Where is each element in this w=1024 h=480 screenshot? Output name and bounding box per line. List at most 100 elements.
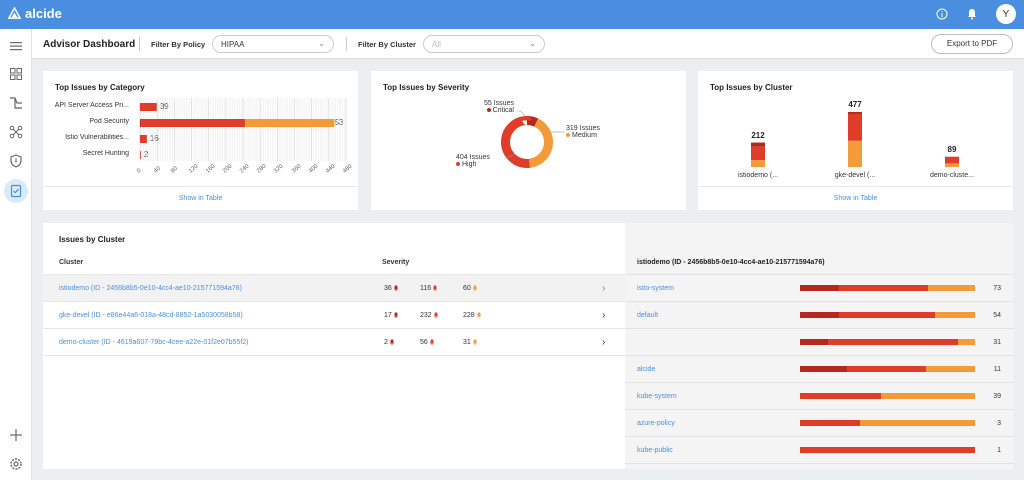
critical-count-cell: 2 xyxy=(384,339,395,346)
cluster-bar-segment[interactable] xyxy=(848,140,862,167)
export-pdf-button[interactable]: Export to PDF xyxy=(931,34,1013,54)
namespace-row[interactable]: 31 xyxy=(625,329,1013,356)
card-title: Issues by Cluster xyxy=(59,235,126,244)
chevron-right-icon[interactable]: › xyxy=(602,310,606,321)
severity-donut-chart xyxy=(501,110,565,168)
critical-count-cell: 36 xyxy=(384,285,399,292)
namespace-link[interactable]: istio-system xyxy=(637,285,674,292)
critical-bar-segment xyxy=(800,366,848,372)
namespace-row[interactable]: kube-public 1 xyxy=(625,437,1013,464)
namespace-link[interactable]: alcide xyxy=(637,366,656,373)
cluster-total-label: 212 xyxy=(751,130,765,140)
cluster-table-row[interactable]: gke-devel (ID - e86e44a6-018a-48cd-8852-… xyxy=(43,302,625,329)
cluster-bar-segment[interactable] xyxy=(945,156,959,164)
medium-count: 228 xyxy=(463,312,475,319)
menu-icon[interactable] xyxy=(9,39,23,53)
severity-column-header: Severity xyxy=(382,259,410,266)
category-total-label: 16 xyxy=(149,134,159,143)
cluster-name-label: istiodemo (... xyxy=(737,172,779,179)
show-in-table-link[interactable]: Show in Table xyxy=(833,195,878,202)
namespace-row[interactable]: azure-policy 3 xyxy=(625,410,1013,437)
high-name: High xyxy=(462,161,477,168)
medium-bar-segment xyxy=(957,339,975,345)
card-title: Top Issues by Severity xyxy=(383,83,470,92)
cluster-filter-select[interactable]: All ⌄ xyxy=(423,35,545,53)
policy-filter-value: HIPAA xyxy=(221,40,245,49)
cluster-link[interactable]: istiodemo (ID - 2456b8b5-0e10-4cc4-ae10-… xyxy=(59,285,242,292)
category-bar-segment[interactable] xyxy=(140,151,141,159)
bell-icon xyxy=(471,339,478,346)
cluster-name-label: gke-devel (... xyxy=(834,172,876,179)
severity-bar xyxy=(800,312,975,318)
medium-count-cell: 31 xyxy=(463,339,478,346)
issue-count: 3 xyxy=(997,420,1001,427)
category-bar-segment[interactable] xyxy=(140,135,147,143)
category-chart xyxy=(139,98,347,161)
issue-count: 39 xyxy=(993,393,1001,400)
namespace-link[interactable]: azure-policy xyxy=(637,420,675,427)
cluster-table-row[interactable]: istiodemo (ID - 2456b8b5-0e10-4cc4-ae10-… xyxy=(43,275,625,302)
cluster-bar-segment[interactable] xyxy=(848,112,862,114)
medium-dot xyxy=(566,133,570,138)
shield-icon[interactable] xyxy=(9,154,23,168)
cluster-bar-segment[interactable] xyxy=(751,160,765,167)
cluster-bar-segment[interactable] xyxy=(751,146,765,161)
high-count: 404 Issues xyxy=(456,154,490,161)
header-divider xyxy=(346,37,347,51)
namespace-row[interactable]: kube-system 39 xyxy=(625,383,1013,410)
info-icon[interactable] xyxy=(936,8,948,20)
donut-slice[interactable] xyxy=(501,116,553,168)
severity-bar xyxy=(800,420,975,426)
bell-icon[interactable] xyxy=(966,8,978,20)
critical-count: 55 Issues xyxy=(484,100,514,107)
severity-card: Top Issues by Severity 55 Issues Critica… xyxy=(371,71,686,210)
show-in-table-link[interactable]: Show in Table xyxy=(178,195,223,202)
advisor-icon[interactable] xyxy=(9,184,23,198)
cluster-bar-segment[interactable] xyxy=(848,113,862,141)
high-bar-segment xyxy=(838,285,928,291)
topology-icon[interactable] xyxy=(9,125,23,139)
high-issues-label: 404 Issues High xyxy=(456,154,490,168)
cluster-link[interactable]: gke-devel (ID - e86e44a6-018a-48cd-8852-… xyxy=(59,312,243,319)
category-bar-segment[interactable] xyxy=(140,119,142,127)
cluster-table-row[interactable]: demo-cluster (ID - 4619a607-79bc-4cee-a2… xyxy=(43,329,625,356)
cluster-column-header: Cluster xyxy=(59,259,84,266)
namespace-row[interactable]: default 54 xyxy=(625,302,1013,329)
cluster-total-label: 477 xyxy=(848,100,862,109)
critical-bar-segment xyxy=(800,312,839,318)
namespace-row[interactable]: alcide 11 xyxy=(625,356,1013,383)
category-bar-segment[interactable] xyxy=(140,103,157,111)
category-bar-segment[interactable] xyxy=(141,119,246,127)
namespace-link[interactable]: kube-public xyxy=(637,447,673,454)
policy-filter-select[interactable]: HIPAA ⌄ xyxy=(212,35,334,53)
cluster-total-label: 89 xyxy=(947,144,957,154)
user-avatar[interactable]: Y xyxy=(996,4,1016,24)
issue-count: 54 xyxy=(993,312,1001,319)
namespace-link[interactable]: default xyxy=(637,312,659,319)
category-label: Pod Security xyxy=(89,118,129,125)
category-label: API Server Access Pri... xyxy=(54,102,129,109)
network-flow-icon[interactable] xyxy=(9,96,23,110)
cluster-bar-segment[interactable] xyxy=(751,142,765,147)
medium-bar-segment xyxy=(859,420,975,426)
app-logo[interactable]: alcide xyxy=(8,6,62,21)
cluster-bar-segment[interactable] xyxy=(945,163,959,167)
bell-icon xyxy=(392,285,399,292)
chevron-right-icon[interactable]: › xyxy=(602,337,606,348)
issue-count: 11 xyxy=(993,366,1001,373)
category-bar-segment[interactable] xyxy=(245,119,335,127)
settings-icon[interactable] xyxy=(9,457,23,471)
high-count: 232 xyxy=(420,312,432,319)
namespace-link[interactable]: kube-system xyxy=(637,393,677,400)
high-bar-segment xyxy=(800,447,975,453)
high-count-cell: 232 xyxy=(420,312,439,319)
critical-bar-segment xyxy=(800,339,828,345)
cluster-card: Top Issues by Cluster 212 istiodemo (... 4… xyxy=(698,71,1013,210)
plus-icon[interactable] xyxy=(9,428,23,442)
chevron-right-icon[interactable]: › xyxy=(602,283,606,294)
namespace-row[interactable]: istio-system 73 xyxy=(625,275,1013,302)
cluster-link[interactable]: demo-cluster (ID - 4619a607-79bc-4cee-a2… xyxy=(59,339,249,346)
grid-icon[interactable] xyxy=(9,67,23,81)
critical-count-cell: 17 xyxy=(384,312,399,319)
donut-slice[interactable] xyxy=(501,116,553,168)
